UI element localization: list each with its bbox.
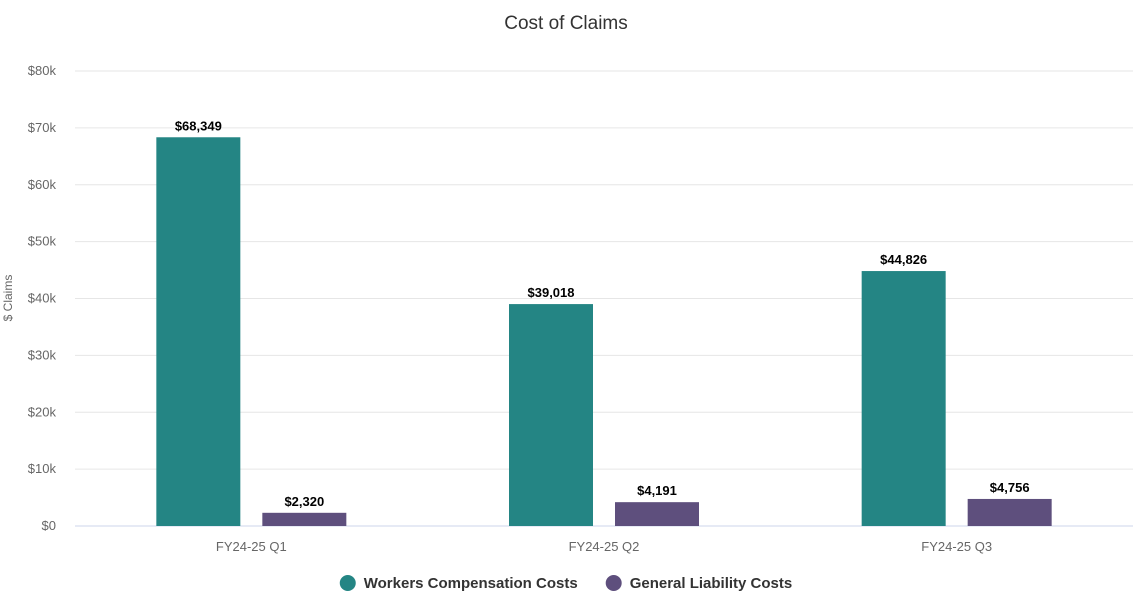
legend-label: Workers Compensation Costs [364, 575, 578, 592]
legend: Workers Compensation Costs General Liabil… [339, 575, 793, 592]
bar[interactable] [262, 512, 347, 526]
chart-title: Cost of Claims [504, 13, 628, 34]
data-label: $44,826 [880, 252, 927, 267]
x-axis-ticks: FY24-25 Q1 FY24-25 Q2 FY24-25 Q3 [216, 539, 992, 554]
bar[interactable] [156, 137, 241, 526]
data-label: $68,349 [175, 118, 222, 133]
bar[interactable] [615, 502, 699, 526]
y-tick-label: $30k [28, 347, 57, 362]
x-tick-label: FY24-25 Q1 [216, 539, 287, 554]
data-labels: $68,349 $2,320 $39,018 $4,191 $44,826 $4,756 [175, 118, 1030, 509]
y-tick-label: $50k [28, 234, 57, 249]
y-tick-label: $20k [28, 404, 57, 419]
bar[interactable] [861, 271, 946, 526]
legend-marker [605, 575, 622, 591]
bar[interactable] [509, 304, 593, 526]
grid-lines [75, 70, 1133, 527]
legend-marker [339, 575, 356, 591]
data-label: $39,018 [528, 285, 575, 300]
y-axis-label: $ Claims [1, 275, 15, 322]
y-tick-label: $0 [42, 518, 56, 533]
y-tick-label: $70k [28, 120, 57, 135]
legend-item[interactable]: General Liability Costs [605, 575, 793, 592]
bar[interactable] [967, 498, 1052, 526]
y-tick-label: $60k [28, 177, 57, 192]
x-tick-label: FY24-25 Q3 [921, 539, 992, 554]
data-label: $2,320 [284, 494, 324, 509]
data-label: $4,191 [637, 483, 677, 498]
y-tick-label: $10k [28, 461, 57, 476]
data-label: $4,756 [990, 480, 1030, 495]
legend-item[interactable]: Workers Compensation Costs [339, 575, 578, 592]
bars [156, 137, 1052, 526]
x-tick-label: FY24-25 Q2 [569, 539, 640, 554]
legend-label: General Liability Costs [630, 575, 793, 592]
y-axis-ticks: $0 $10k $20k $30k $40k $50k $60k $70k $80k [28, 63, 57, 533]
y-tick-label: $80k [28, 63, 57, 78]
y-tick-label: $40k [28, 291, 57, 306]
